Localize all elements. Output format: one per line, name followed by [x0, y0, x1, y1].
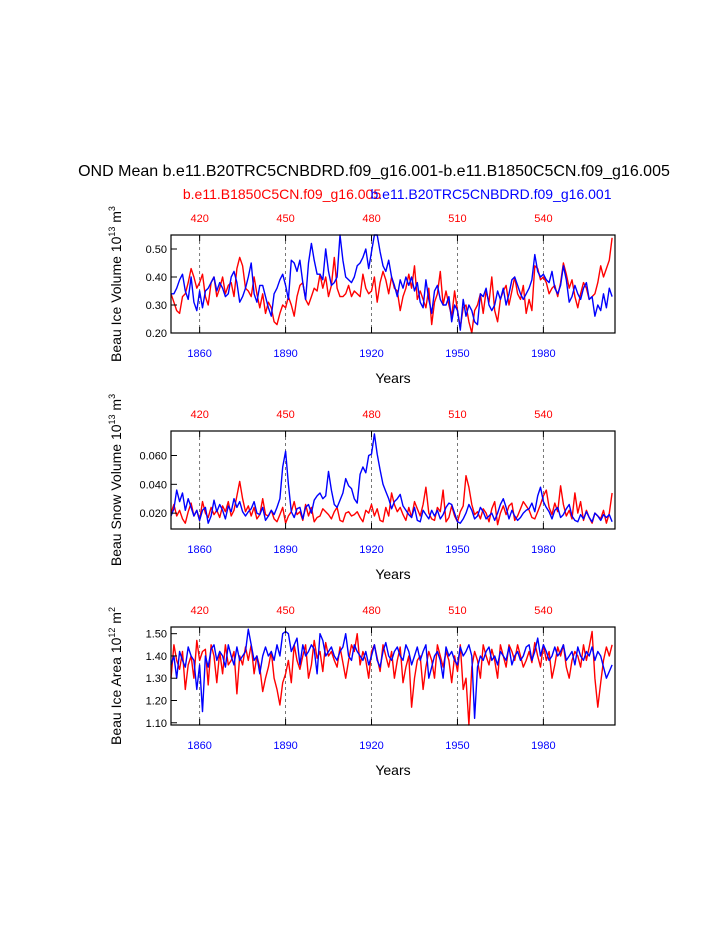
xtick-label: 1950 [445, 348, 469, 360]
ytick-label: 1.30 [146, 673, 167, 685]
top-xtick-label: 540 [534, 213, 552, 225]
top-xtick-label: 480 [362, 409, 380, 421]
xtick-label: 1980 [531, 544, 555, 556]
y-axis-title: Beau Snow Volume 1013 m3 [107, 394, 124, 566]
ytick-label: 0.30 [146, 300, 167, 312]
y-axis-title-exponent: 13 [107, 414, 117, 424]
xtick-label: 1890 [273, 348, 297, 360]
ytick-label: 0.20 [146, 328, 167, 340]
ytick-label: 0.50 [146, 244, 167, 256]
y-axis-title-exponent: 13 [107, 227, 117, 237]
ytick-label: 0.40 [146, 272, 167, 284]
ytick-label: 1.20 [146, 696, 167, 708]
top-xtick-label: 510 [448, 605, 466, 617]
y-axis-title-unit-exponent: 2 [107, 607, 117, 612]
xtick-label: 1980 [531, 348, 555, 360]
top-xtick-label: 450 [276, 605, 294, 617]
top-xtick-label: 420 [190, 213, 208, 225]
series-line-red [170, 630, 613, 726]
top-xtick-label: 480 [362, 213, 380, 225]
legend-red-label: b.e11.B1850C5CN.f09_g16.005 [183, 186, 381, 202]
top-xtick-label: 450 [276, 409, 294, 421]
ytick-label: 0.020 [139, 508, 167, 520]
y-axis-title-main: Beau Snow Volume 10 [108, 424, 124, 566]
y-axis-title-unit: m [108, 211, 124, 227]
top-xtick-label: 540 [534, 409, 552, 421]
xtick-label: 1980 [531, 740, 555, 752]
ytick-label: 1.50 [146, 629, 167, 641]
plot-frame [170, 430, 616, 530]
y-axis-title-unit: m [108, 399, 124, 415]
plot-frame [170, 626, 616, 726]
panels: 0.20 0.30 0.40 0.50 1860 1890 1920 1950 1980 420 4… [107, 206, 616, 778]
ytick-label: 0.040 [139, 479, 167, 491]
top-xtick-label: 420 [190, 605, 208, 617]
top-xtick-label: 510 [448, 213, 466, 225]
xtick-label: 1920 [359, 740, 383, 752]
series-line-blue [170, 433, 613, 524]
panel-beau-snow-volume: 0.020 0.040 0.060 1860 1890 1920 1950 1980 420 45… [107, 394, 616, 582]
series-line-red [170, 475, 613, 526]
top-xtick-label: 420 [190, 409, 208, 421]
y-axis-title-exponent: 12 [107, 628, 117, 638]
xtick-label: 1920 [359, 544, 383, 556]
plot-frame [170, 234, 616, 334]
ytick-label: 1.10 [146, 718, 167, 730]
x-axis-title: Years [375, 762, 410, 778]
legend-blue-label: b.e11.B20TRC5CNBDRD.f09_g16.001 [371, 186, 612, 202]
y-axis-title-unit: m [108, 612, 124, 628]
x-axis-title: Years [375, 566, 410, 582]
x-axis-title: Years [375, 370, 410, 386]
xtick-label: 1860 [187, 348, 211, 360]
ytick-label: 0.060 [139, 451, 167, 463]
series-line-blue [170, 628, 613, 719]
y-axis-title: Beau Ice Area 1012 m2 [107, 607, 124, 745]
top-xtick-label: 480 [362, 605, 380, 617]
y-axis-title-unit-exponent: 3 [107, 394, 117, 399]
xtick-label: 1860 [187, 544, 211, 556]
figure-title: OND Mean b.e11.B20TRC5CNBDRD.f09_g16.001… [78, 163, 670, 180]
top-xtick-label: 540 [534, 605, 552, 617]
xtick-label: 1950 [445, 544, 469, 556]
xtick-label: 1950 [445, 740, 469, 752]
xtick-label: 1890 [273, 544, 297, 556]
ytick-label: 1.40 [146, 651, 167, 663]
y-axis-title-main: Beau Ice Area 10 [108, 637, 124, 745]
xtick-label: 1890 [273, 740, 297, 752]
top-xtick-label: 450 [276, 213, 294, 225]
panel-beau-ice-area: 1.10 1.20 1.30 1.40 1.50 1860 1890 1920 1950 1980… [107, 605, 616, 778]
panel-beau-ice-volume: 0.20 0.30 0.40 0.50 1860 1890 1920 1950 1980 420 4… [107, 206, 616, 386]
series-line-blue [171, 234, 613, 331]
xtick-label: 1920 [359, 348, 383, 360]
y-axis-title-unit-exponent: 3 [107, 206, 117, 211]
xtick-label: 1860 [187, 740, 211, 752]
y-axis-title: Beau Ice Volume 1013 m3 [107, 206, 124, 362]
top-xtick-label: 510 [448, 409, 466, 421]
y-axis-title-main: Beau Ice Volume 10 [108, 236, 124, 362]
